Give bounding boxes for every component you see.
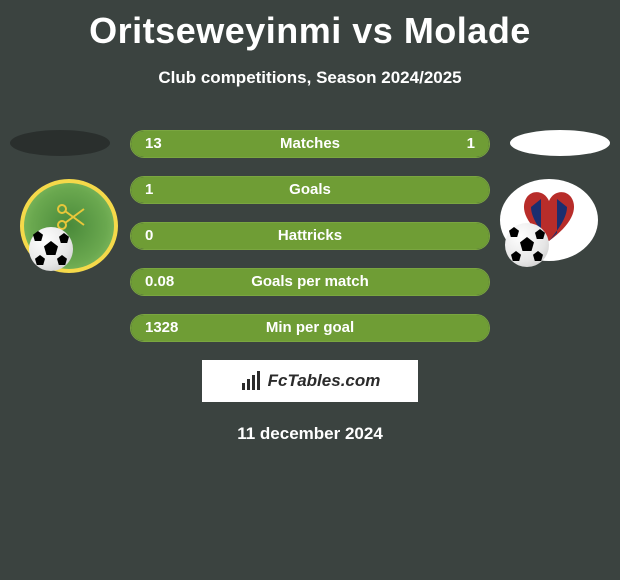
stat-right-value: 1 [467, 131, 475, 157]
right-emblem-circle [500, 179, 598, 261]
subtitle: Club competitions, Season 2024/2025 [0, 68, 620, 88]
left-emblem-circle [20, 179, 118, 273]
brand-label: FcTables.com [268, 371, 381, 391]
stat-row: 0.08Goals per match [130, 268, 490, 296]
page-title: Oritseweyinmi vs Molade [0, 0, 620, 52]
right-team-emblem [500, 179, 598, 273]
stat-label: Min per goal [131, 315, 489, 341]
soccer-ball-icon [29, 227, 73, 271]
stat-row: 0Hattricks [130, 222, 490, 250]
soccer-ball-icon [505, 223, 549, 267]
stats-list: 13Matches11Goals0Hattricks0.08Goals per … [130, 130, 490, 342]
brand-box[interactable]: FcTables.com [202, 360, 418, 402]
date-label: 11 december 2024 [0, 424, 620, 444]
comparison-panel: 13Matches11Goals0Hattricks0.08Goals per … [0, 130, 620, 444]
stat-label: Hattricks [131, 223, 489, 249]
stat-row: 1Goals [130, 176, 490, 204]
stat-row: 1328Min per goal [130, 314, 490, 342]
stat-label: Goals per match [131, 269, 489, 295]
stat-label: Matches [131, 131, 489, 157]
stat-label: Goals [131, 177, 489, 203]
left-team-emblem [20, 179, 118, 273]
right-player-photo-placeholder [510, 130, 610, 156]
stat-row: 13Matches1 [130, 130, 490, 158]
left-player-photo-placeholder [10, 130, 110, 156]
bar-chart-icon [240, 370, 262, 392]
